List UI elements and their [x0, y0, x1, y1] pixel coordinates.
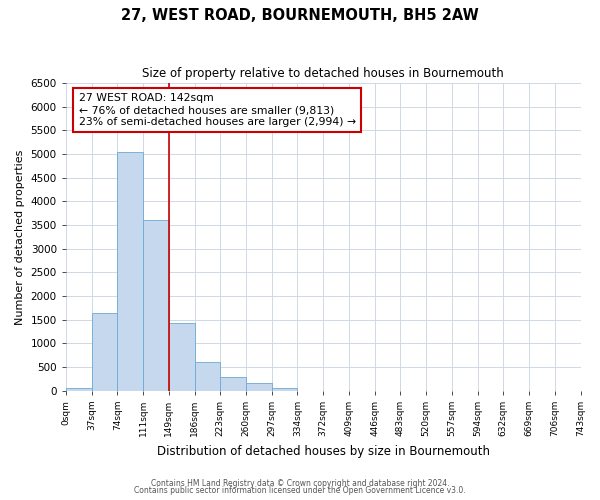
- Bar: [272, 388, 298, 391]
- Title: Size of property relative to detached houses in Bournemouth: Size of property relative to detached ho…: [142, 68, 504, 80]
- Bar: [246, 384, 272, 391]
- X-axis label: Distribution of detached houses by size in Bournemouth: Distribution of detached houses by size …: [157, 444, 490, 458]
- Y-axis label: Number of detached properties: Number of detached properties: [15, 149, 25, 324]
- Bar: [92, 312, 118, 391]
- Text: 27 WEST ROAD: 142sqm
← 76% of detached houses are smaller (9,813)
23% of semi-de: 27 WEST ROAD: 142sqm ← 76% of detached h…: [79, 94, 356, 126]
- Bar: [143, 220, 169, 391]
- Bar: [118, 152, 143, 391]
- Text: Contains public sector information licensed under the Open Government Licence v3: Contains public sector information licen…: [134, 486, 466, 495]
- Bar: [66, 388, 92, 391]
- Bar: [220, 376, 246, 391]
- Text: Contains HM Land Registry data © Crown copyright and database right 2024.: Contains HM Land Registry data © Crown c…: [151, 478, 449, 488]
- Bar: [194, 362, 220, 391]
- Bar: [169, 323, 194, 391]
- Text: 27, WEST ROAD, BOURNEMOUTH, BH5 2AW: 27, WEST ROAD, BOURNEMOUTH, BH5 2AW: [121, 8, 479, 22]
